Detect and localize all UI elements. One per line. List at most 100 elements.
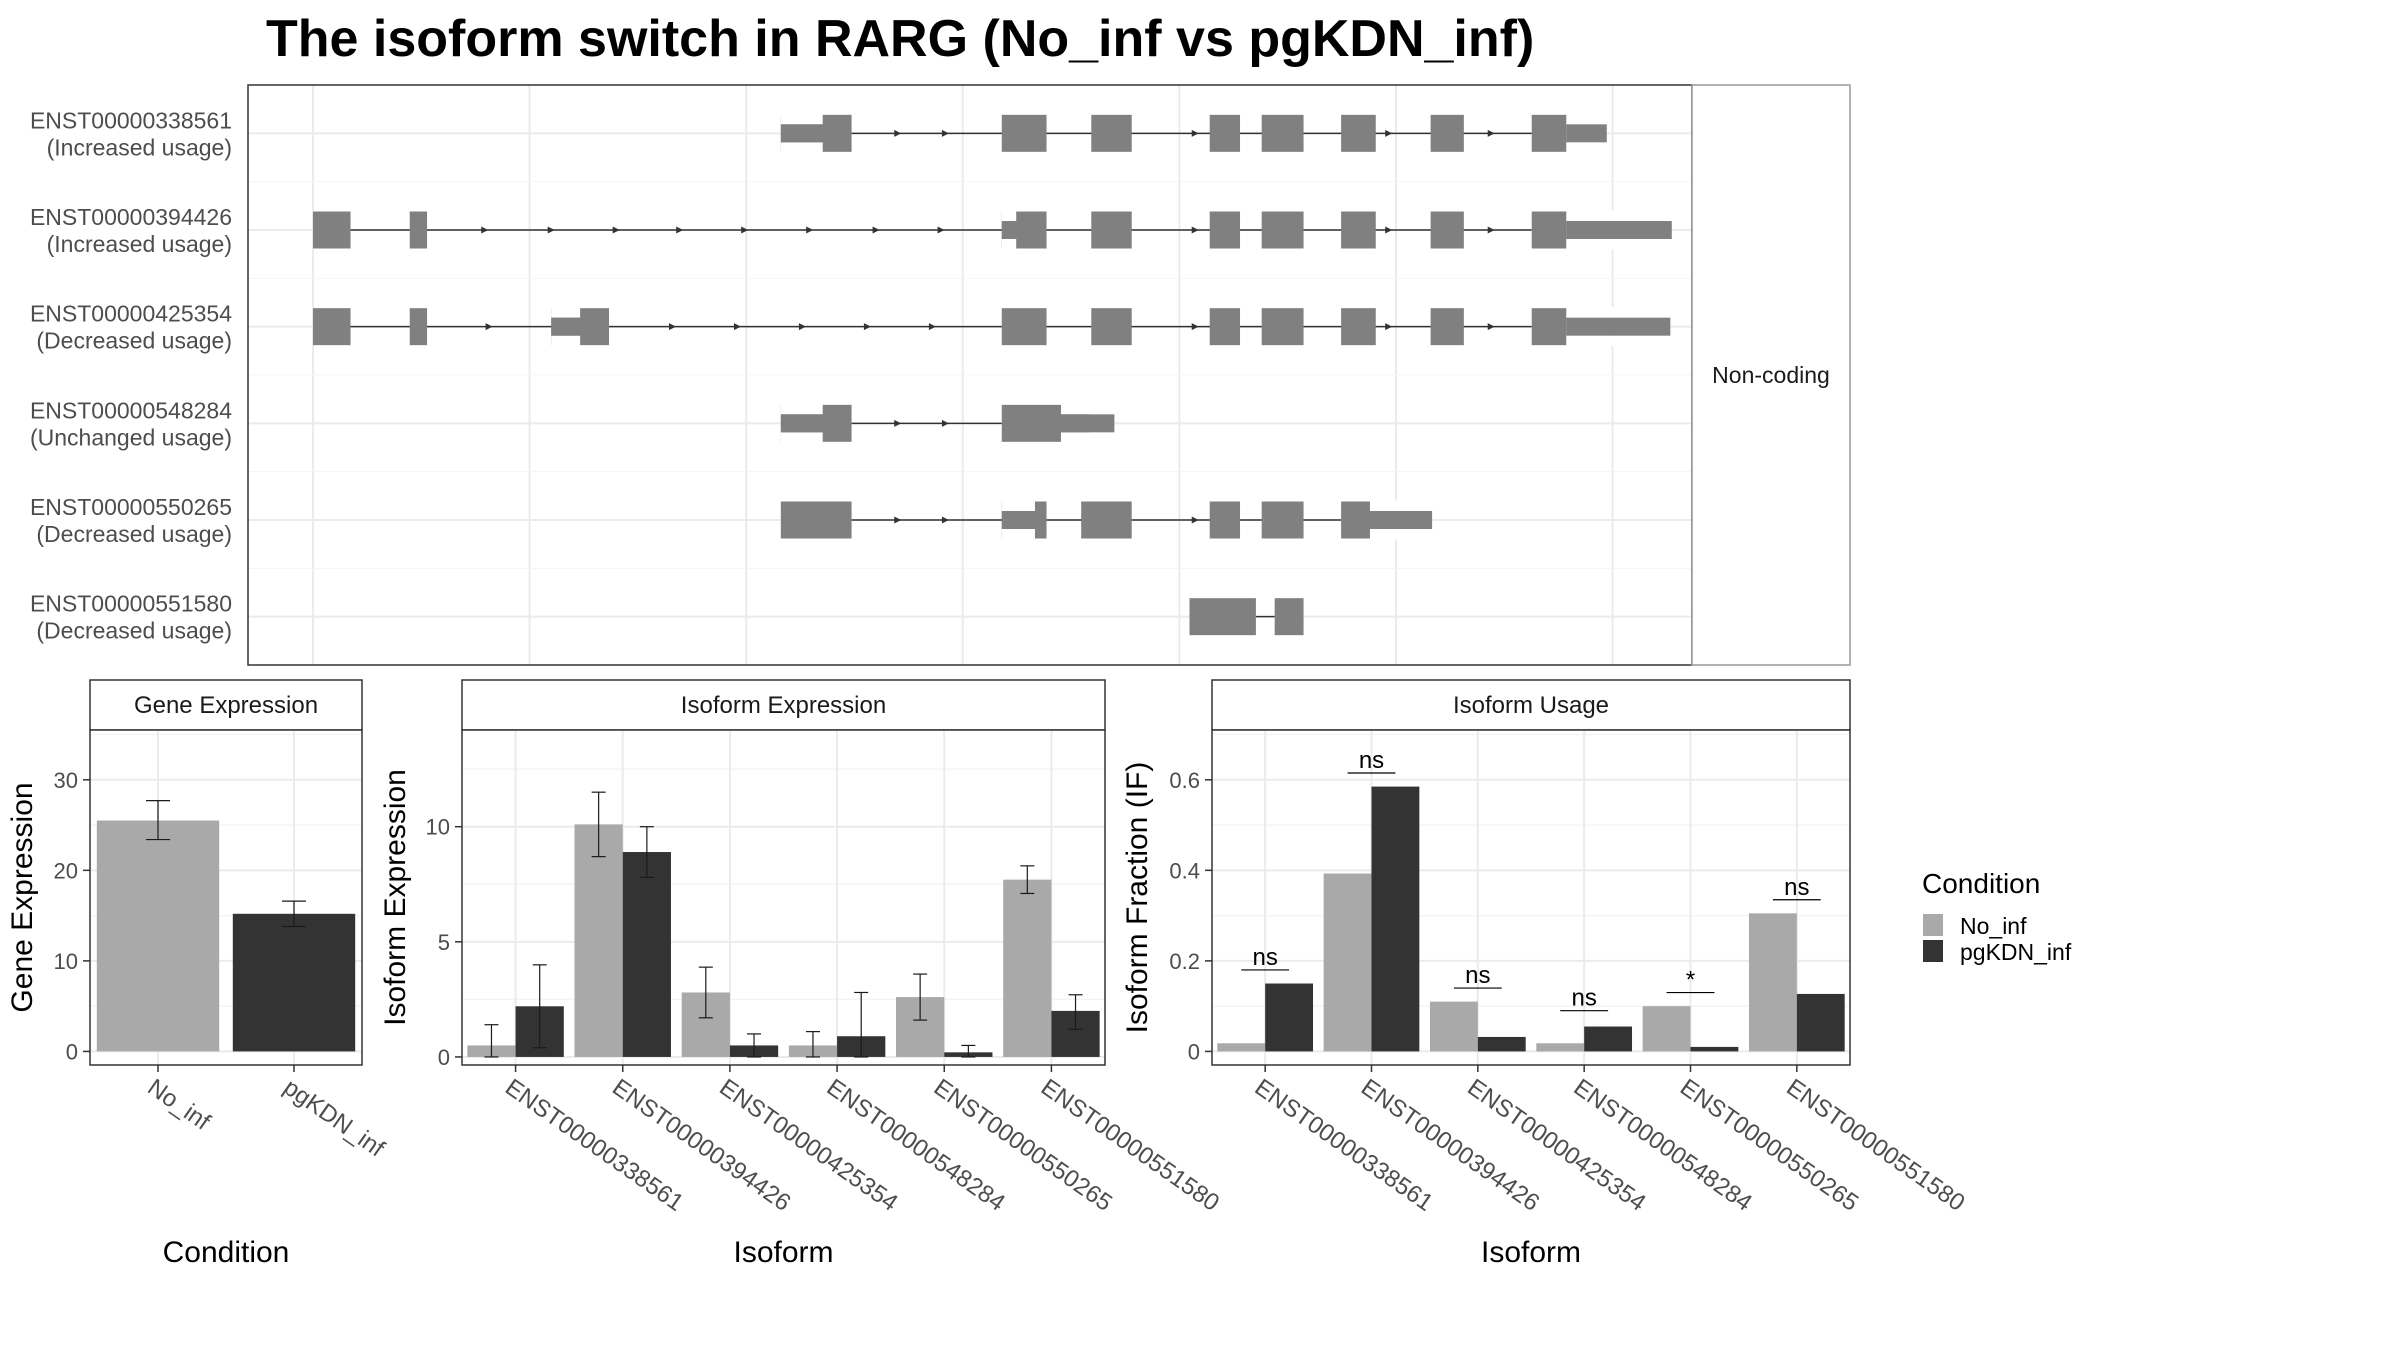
y-tick-label: 30 (54, 768, 78, 793)
exon-block (1091, 114, 1132, 152)
transcript-usage-label: (Unchanged usage) (30, 424, 232, 450)
plot-border (1211, 729, 1851, 1066)
plot-background (462, 730, 1105, 1065)
transcript-id-label: ENST00000551580 (30, 591, 232, 617)
exon-block (1189, 598, 1256, 636)
utr-block (1566, 124, 1607, 143)
utr-mask-bottom (1566, 335, 1671, 347)
intron-direction-arrow (928, 323, 936, 331)
y-tick-label: 10 (426, 815, 450, 840)
utr-mask-top (1566, 307, 1671, 318)
x-tick-label: ENST00000548284 (822, 1074, 1010, 1217)
x-tick-label: No_inf (143, 1074, 216, 1136)
transcript-structure-panel: ENST00000338561(Increased usage)ENST0000… (30, 84, 1851, 666)
y-tick-label: 0 (438, 1045, 450, 1070)
plot-background (1212, 730, 1850, 1065)
intron-direction-arrow (894, 129, 902, 137)
transcript-id-label: ENST00000425354 (30, 301, 232, 327)
utr-mask-bottom (1369, 529, 1433, 540)
transcript-usage-label: (Decreased usage) (36, 328, 232, 354)
bar-pgkdn-inf (1371, 786, 1420, 1052)
significance-label: ns (1465, 962, 1490, 989)
x-tick-label: ENST00000550265 (929, 1074, 1117, 1217)
intron-direction-arrow (937, 226, 945, 234)
significance-label: * (1686, 967, 1695, 994)
bar-no-inf (1642, 1006, 1691, 1052)
utr-mask-top (551, 307, 581, 318)
facet-strip (461, 679, 1106, 731)
exon-block (1261, 211, 1304, 249)
exon-block (1261, 501, 1304, 539)
utr-mask-top (1566, 113, 1607, 125)
intron-direction-arrow (676, 226, 684, 234)
intron-direction-arrow (798, 323, 806, 331)
intron-direction-arrow (1487, 226, 1495, 234)
bar-no-inf (1003, 879, 1052, 1057)
x-axis-title: Isoform (1481, 1236, 1581, 1269)
facet-strip-label: Gene Expression (134, 692, 318, 719)
y-tick-label: 0.2 (1169, 949, 1200, 974)
transcript-id-label: ENST00000394426 (30, 204, 232, 230)
exon-block (1081, 501, 1132, 539)
bar-pgkdn-inf (622, 852, 671, 1057)
intron-direction-arrow (1385, 226, 1393, 234)
x-tick-label: ENST00000550265 (1675, 1074, 1863, 1217)
y-tick-label: 0 (66, 1039, 78, 1064)
y-tick-label: 20 (54, 858, 78, 883)
bar-no-inf (1429, 1001, 1478, 1052)
y-tick-label: 5 (438, 930, 450, 955)
structure-facet-label: Non-coding (1712, 362, 1830, 388)
utr-block (551, 317, 581, 336)
isoform-usage-panel: Isoform Usage 0 0.2 0.4 0.6 ns ENST00000338561… (1121, 679, 1970, 1269)
legend: Condition No_inf pgKDN_inf (1922, 868, 2072, 965)
plot-border (89, 729, 363, 1066)
exon-block (1430, 114, 1464, 152)
exon-block (1091, 211, 1132, 249)
gene-expression-panel: Gene Expression 0 10 20 30 No_inf pgKDN_inf Con… (6, 679, 389, 1269)
utr-mask-top (1001, 210, 1017, 221)
y-tick-label: 0 (1188, 1039, 1200, 1064)
significance-label: ns (1359, 747, 1384, 774)
exon-block (1209, 114, 1241, 152)
exon-block (1209, 501, 1241, 539)
intron-direction-arrow (806, 226, 814, 234)
utr-mask-top (1369, 500, 1433, 511)
transcript-usage-label: (Increased usage) (47, 134, 232, 160)
utr-block (1566, 221, 1672, 239)
utr-block (1001, 511, 1035, 529)
legend-label-pgkdn-inf: pgKDN_inf (1960, 939, 2072, 965)
utr-block (780, 414, 823, 433)
isoform-expression-panel: Isoform Expression0510ENST00000338561ENS… (379, 679, 1224, 1269)
exon-block (1261, 308, 1304, 346)
x-tick-label: ENST00000394426 (607, 1074, 795, 1217)
exon-block (312, 211, 351, 249)
bar-pgkdn-inf (1690, 1046, 1739, 1052)
intron-direction-arrow (894, 419, 902, 427)
utr-mask-bottom (1566, 239, 1672, 250)
structure-facet-strip (1691, 84, 1851, 666)
intron-direction-arrow (481, 226, 489, 234)
bar-no-inf (574, 824, 623, 1057)
intron-direction-arrow (668, 323, 676, 331)
exon-block (1001, 114, 1047, 152)
exon-block (312, 308, 351, 346)
exon-block (409, 308, 428, 346)
intron-direction-arrow (1191, 129, 1199, 137)
legend-swatch-pgkdn-inf (1923, 940, 1943, 962)
bar-pgkdn-inf (1477, 1036, 1526, 1052)
transcript-id-label: ENST00000550265 (30, 494, 232, 520)
exon-block (1531, 211, 1567, 249)
intron-direction-arrow (485, 323, 493, 331)
intron-direction-arrow (941, 129, 949, 137)
utr-mask-top (1001, 500, 1035, 511)
transcript-usage-label: (Decreased usage) (36, 618, 232, 644)
x-tick-label: ENST00000394426 (1356, 1074, 1544, 1217)
exon-block (1209, 211, 1241, 249)
x-tick-label: ENST00000548284 (1569, 1074, 1757, 1217)
bar-pgkdn-inf (232, 913, 356, 1052)
x-axis-title: Isoform (733, 1236, 833, 1269)
utr-mask-bottom (1001, 239, 1017, 250)
intron-direction-arrow (941, 419, 949, 427)
bar-no-inf (96, 820, 220, 1052)
